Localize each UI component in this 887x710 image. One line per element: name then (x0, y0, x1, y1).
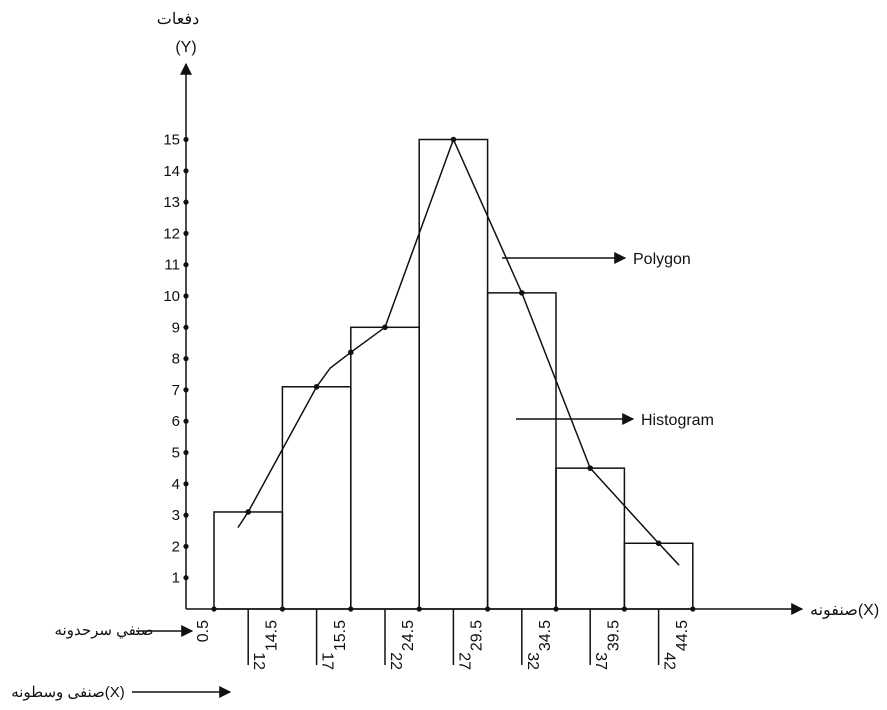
histogram-bars (213, 138, 694, 610)
y-tick-label: 15 (163, 132, 180, 149)
boundary-tick-label: 0.5 (195, 620, 212, 642)
polygon-point (245, 509, 251, 515)
y-tick-mark (183, 356, 189, 362)
polygon-point (587, 465, 593, 471)
midpoint-tick-label: 17 (319, 652, 336, 670)
boundary-tick-label: 44.5 (674, 620, 691, 651)
histogram-bar (350, 326, 420, 610)
midpoint-tick-label: 12 (250, 652, 267, 670)
boundary-tick-label: 34.5 (537, 620, 554, 651)
y-tick-mark (183, 543, 189, 550)
polygon-point (382, 324, 388, 331)
y-tick-label: 5 (172, 445, 180, 462)
boundary-tick-mark (621, 606, 628, 612)
y-axis-title-line1: دفعات (157, 11, 199, 28)
boundary-tick-label: 39.5 (605, 620, 622, 651)
y-tick-mark (183, 449, 189, 456)
boundary-tick-mark (211, 606, 217, 612)
polygon-point (655, 540, 662, 547)
midpoint-tick-label: 42 (661, 652, 678, 670)
histogram-bar (281, 386, 352, 610)
boundary-tick-mark (553, 606, 559, 612)
y-tick-label: 3 (172, 507, 180, 524)
midpoint-tick-label: 22 (387, 652, 404, 670)
y-tick-label: 4 (172, 476, 180, 493)
boundary-tick-label: 15.5 (332, 620, 349, 651)
y-tick-mark (183, 230, 189, 236)
midpoints-row-label-text: صنفی وسطونه(X) (11, 684, 125, 701)
y-tick-label: 12 (163, 225, 180, 242)
boundaries-row-label-text: صنفي سرحدونه (55, 622, 154, 639)
boundary-tick-label: 24.5 (400, 620, 417, 651)
y-tick-mark (183, 512, 189, 518)
y-tick-mark (183, 575, 189, 581)
boundary-tick-label: 14.5 (263, 620, 280, 651)
x-ticks: 0.5 14.5 15.5 24.5 29.5 34.5 39.5 44.5 12 17 22 27 3… (195, 606, 696, 670)
boundary-tick-mark (690, 606, 696, 612)
y-tick-mark (183, 387, 189, 393)
midpoint-tick-label: 37 (592, 652, 609, 670)
y-tick-label: 8 (172, 351, 180, 368)
y-tick-label: 7 (172, 382, 180, 399)
frequency-polygon (237, 136, 680, 566)
midpoint-tick-label: 27 (455, 652, 472, 670)
histogram-bar (213, 511, 284, 610)
y-tick-mark (183, 199, 189, 205)
histogram-callout: Histogram (516, 412, 714, 429)
y-tick-label: 2 (172, 538, 180, 555)
polygon-point (519, 290, 525, 296)
y-tick-label: 9 (172, 319, 180, 336)
polygon-point (313, 383, 320, 390)
polygon-line (237, 137, 680, 566)
boundary-tick-mark (485, 606, 491, 612)
histogram-bar (486, 292, 557, 610)
polygon-point (450, 136, 457, 143)
polygon-callout-label: Polygon (633, 251, 691, 268)
y-tick-mark (183, 418, 189, 424)
histogram-bar (623, 542, 694, 610)
x-axis-title: صنفونه(X) (810, 602, 879, 619)
y-tick-label: 14 (163, 163, 180, 180)
boundary-tick-mark (416, 606, 422, 612)
y-tick-label: 1 (172, 570, 180, 587)
midpoints-row-label: صنفی وسطونه(X) (11, 684, 232, 701)
midpoint-tick-label: 32 (524, 652, 541, 670)
y-tick-label: 11 (164, 257, 180, 274)
y-tick-mark (183, 481, 189, 487)
y-tick-label: 13 (163, 194, 180, 211)
boundary-tick-label: 29.5 (469, 620, 486, 651)
y-tick-mark (183, 262, 189, 268)
polygon-callout: Polygon (502, 251, 691, 268)
boundaries-row-label: صنفي سرحدونه (55, 622, 194, 639)
y-tick-mark (183, 168, 189, 174)
histogram-callout-label: Histogram (641, 412, 714, 429)
polygon-point (348, 349, 354, 356)
y-axis-title-line2: (Y) (175, 39, 196, 56)
y-tick-mark (183, 293, 189, 299)
boundary-tick-mark (279, 606, 285, 612)
boundary-tick-mark (348, 606, 354, 612)
y-tick-label: 10 (163, 288, 180, 305)
histogram-bar (418, 138, 489, 610)
y-tick-mark (183, 136, 189, 143)
y-tick-label: 6 (172, 413, 180, 430)
y-tick-mark (183, 324, 189, 330)
histogram-bar (555, 467, 626, 610)
